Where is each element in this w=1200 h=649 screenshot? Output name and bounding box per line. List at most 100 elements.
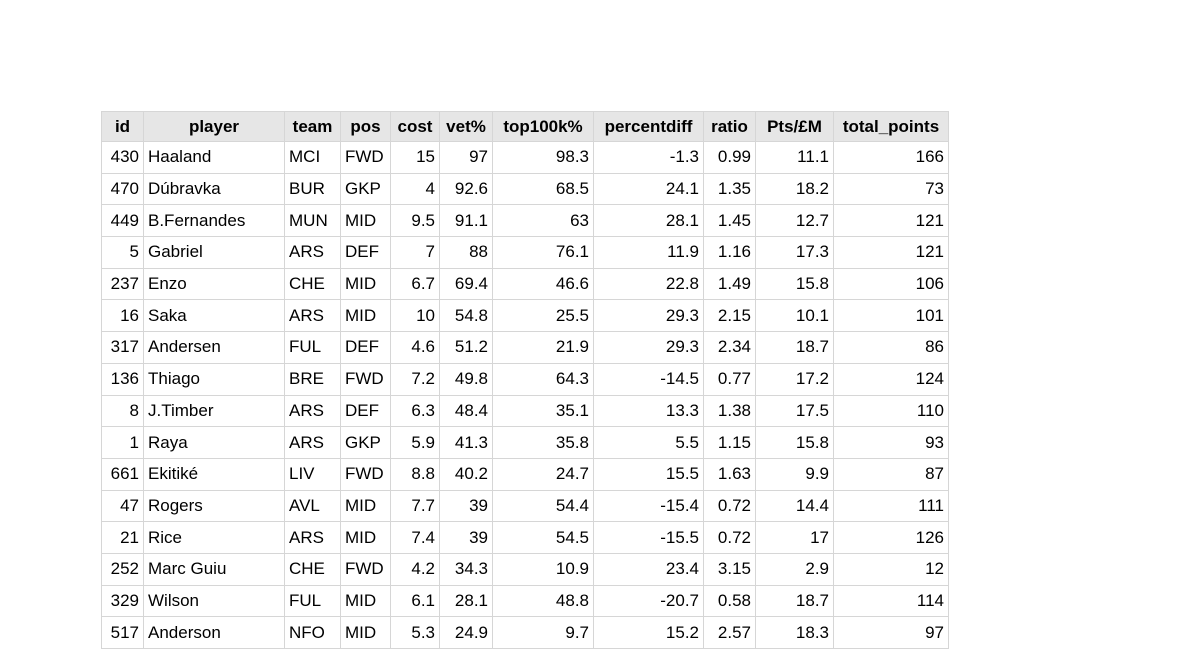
cell-pts_per_million: 11.1	[755, 141, 834, 174]
cell-team: CHE	[284, 552, 341, 586]
cell-ratio: 2.15	[703, 299, 756, 333]
cell-id: 252	[101, 552, 144, 586]
cell-id: 317	[101, 331, 144, 364]
cell-pts_per_million: 18.7	[755, 331, 834, 364]
cell-percentdiff: -1.3	[593, 141, 704, 174]
cell-total_points: 106	[833, 267, 949, 301]
cell-top100k_pct: 21.9	[492, 331, 594, 364]
column-header-percentdiff: percentdiff	[593, 111, 704, 142]
cell-ratio: 1.63	[703, 457, 756, 491]
cell-player: Raya	[143, 426, 285, 459]
cell-vet_pct: 24.9	[439, 616, 493, 649]
cell-top100k_pct: 35.1	[492, 394, 594, 428]
cell-total_points: 73	[833, 172, 949, 206]
cell-cost: 7	[390, 236, 440, 269]
sheet-preview: id player team pos cost vet% top100k% percentdi…	[101, 111, 949, 649]
cell-percentdiff: 29.3	[593, 299, 704, 333]
cell-pos: MID	[340, 584, 391, 618]
cell-total_points: 111	[833, 489, 949, 523]
cell-pts_per_million: 17.2	[755, 362, 834, 396]
cell-team: FUL	[284, 584, 341, 618]
cell-total_points: 101	[833, 299, 949, 333]
cell-id: 449	[101, 204, 144, 238]
cell-pts_per_million: 2.9	[755, 552, 834, 586]
column-header-id: id	[101, 111, 144, 142]
cell-top100k_pct: 48.8	[492, 584, 594, 618]
cell-id: 1	[101, 426, 144, 459]
cell-ratio: 2.34	[703, 331, 756, 364]
cell-percentdiff: 15.2	[593, 616, 704, 649]
cell-pos: MID	[340, 204, 391, 238]
column-header-vet_pct: vet%	[439, 111, 493, 142]
cell-ratio: 0.72	[703, 521, 756, 554]
cell-pos: MID	[340, 267, 391, 301]
cell-vet_pct: 34.3	[439, 552, 493, 586]
cell-top100k_pct: 25.5	[492, 299, 594, 333]
cell-pts_per_million: 12.7	[755, 204, 834, 238]
table-row: 16 Saka ARS MID 10 54.8 25.5 29.3 2.15 10.1 101	[101, 299, 949, 333]
table-row: 136 Thiago BRE FWD 7.2 49.8 64.3 -14.5 0.77 17.2 1…	[101, 362, 949, 396]
cell-cost: 8.8	[390, 457, 440, 491]
cell-total_points: 126	[833, 521, 949, 554]
table-row: 1 Raya ARS GKP 5.9 41.3 35.8 5.5 1.15 15.8 93	[101, 426, 949, 459]
table-row: 237 Enzo CHE MID 6.7 69.4 46.6 22.8 1.49 15.8 106	[101, 267, 949, 301]
cell-team: ARS	[284, 394, 341, 428]
cell-id: 517	[101, 616, 144, 649]
column-header-cost: cost	[390, 111, 440, 142]
cell-pts_per_million: 17.5	[755, 394, 834, 428]
cell-cost: 5.3	[390, 616, 440, 649]
cell-cost: 6.3	[390, 394, 440, 428]
cell-pts_per_million: 14.4	[755, 489, 834, 523]
table-row: 47 Rogers AVL MID 7.7 39 54.4 -15.4 0.72 14.4 111	[101, 489, 949, 523]
table-row: 517 Anderson NFO MID 5.3 24.9 9.7 15.2 2.57 18.3 9…	[101, 616, 949, 649]
cell-cost: 4	[390, 172, 440, 206]
cell-ratio: 1.15	[703, 426, 756, 459]
cell-team: FUL	[284, 331, 341, 364]
cell-pos: GKP	[340, 172, 391, 206]
cell-cost: 5.9	[390, 426, 440, 459]
cell-ratio: 0.72	[703, 489, 756, 523]
cell-pos: MID	[340, 299, 391, 333]
cell-ratio: 0.99	[703, 141, 756, 174]
cell-player: J.Timber	[143, 394, 285, 428]
cell-team: ARS	[284, 236, 341, 269]
cell-cost: 4.2	[390, 552, 440, 586]
cell-total_points: 124	[833, 362, 949, 396]
cell-id: 329	[101, 584, 144, 618]
cell-team: ARS	[284, 426, 341, 459]
cell-team: BRE	[284, 362, 341, 396]
cell-id: 5	[101, 236, 144, 269]
cell-player: Haaland	[143, 141, 285, 174]
cell-team: ARS	[284, 299, 341, 333]
table-row: 470 Dúbravka BUR GKP 4 92.6 68.5 24.1 1.35 18.2 73	[101, 172, 949, 206]
cell-total_points: 97	[833, 616, 949, 649]
cell-percentdiff: 24.1	[593, 172, 704, 206]
cell-id: 237	[101, 267, 144, 301]
cell-team: AVL	[284, 489, 341, 523]
cell-top100k_pct: 98.3	[492, 141, 594, 174]
table-body: 430 Haaland MCI FWD 15 97 98.3 -1.3 0.99 11.1 166 4…	[101, 141, 949, 649]
cell-ratio: 1.35	[703, 172, 756, 206]
table-row: 329 Wilson FUL MID 6.1 28.1 48.8 -20.7 0.58 18.7 1…	[101, 584, 949, 618]
cell-percentdiff: -15.5	[593, 521, 704, 554]
cell-vet_pct: 28.1	[439, 584, 493, 618]
cell-top100k_pct: 10.9	[492, 552, 594, 586]
cell-percentdiff: 5.5	[593, 426, 704, 459]
cell-total_points: 87	[833, 457, 949, 491]
cell-pts_per_million: 18.3	[755, 616, 834, 649]
cell-pos: MID	[340, 521, 391, 554]
cell-pos: DEF	[340, 331, 391, 364]
cell-top100k_pct: 35.8	[492, 426, 594, 459]
cell-percentdiff: 29.3	[593, 331, 704, 364]
table-row: 252 Marc Guiu CHE FWD 4.2 34.3 10.9 23.4 3.15 2.9…	[101, 552, 949, 586]
cell-vet_pct: 91.1	[439, 204, 493, 238]
cell-team: MUN	[284, 204, 341, 238]
table-row: 430 Haaland MCI FWD 15 97 98.3 -1.3 0.99 11.1 166	[101, 141, 949, 174]
header-row: id player team pos cost vet% top100k% percentdi…	[101, 111, 949, 142]
table-row: 21 Rice ARS MID 7.4 39 54.5 -15.5 0.72 17 126	[101, 521, 949, 554]
cell-cost: 7.2	[390, 362, 440, 396]
cell-top100k_pct: 24.7	[492, 457, 594, 491]
cell-player: Saka	[143, 299, 285, 333]
column-header-team: team	[284, 111, 341, 142]
cell-ratio: 1.38	[703, 394, 756, 428]
